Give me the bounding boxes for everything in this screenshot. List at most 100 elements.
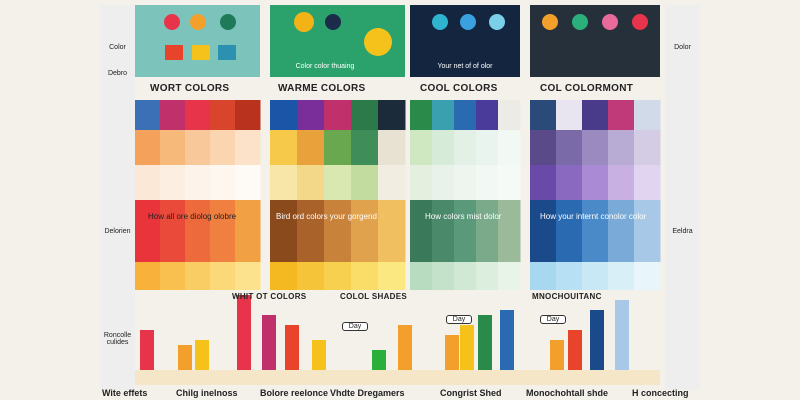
bar xyxy=(372,350,386,370)
note: Bird ord colors your gorgend xyxy=(276,212,377,221)
swatch xyxy=(410,262,433,290)
swatch xyxy=(235,100,261,130)
swatch xyxy=(556,165,583,200)
swatch xyxy=(135,165,161,200)
swatch xyxy=(608,165,635,200)
badge: Day xyxy=(540,315,566,324)
swatch xyxy=(410,200,433,262)
swatch xyxy=(476,262,499,290)
swatch xyxy=(185,165,211,200)
swatch xyxy=(235,262,261,290)
swatch xyxy=(160,200,186,262)
bar xyxy=(312,340,326,370)
swatch xyxy=(634,262,661,290)
swatch xyxy=(378,165,406,200)
swatch xyxy=(270,165,298,200)
sidebar-label: Eeldra xyxy=(672,228,693,235)
swatch xyxy=(160,262,186,290)
swatch xyxy=(185,262,211,290)
swatch xyxy=(210,262,236,290)
swatch xyxy=(135,262,161,290)
swatch xyxy=(297,200,325,262)
swatch xyxy=(530,262,557,290)
swatch xyxy=(160,165,186,200)
swatch xyxy=(210,100,236,130)
swatch xyxy=(378,130,406,165)
footer-label: Wite effets xyxy=(102,388,148,398)
swatch xyxy=(608,100,635,130)
swatch xyxy=(432,130,455,165)
swatch xyxy=(634,165,661,200)
swatch xyxy=(556,130,583,165)
chart-title: MNOCHOUITANC xyxy=(532,292,602,301)
swatch xyxy=(235,130,261,165)
swatch xyxy=(351,165,379,200)
swatch xyxy=(297,262,325,290)
bar xyxy=(398,325,412,370)
swatch xyxy=(270,200,298,262)
swatch xyxy=(556,200,583,262)
bar xyxy=(285,325,299,370)
swatch xyxy=(454,100,477,130)
bar xyxy=(195,340,209,370)
footer-label: H concecting xyxy=(632,388,689,398)
swatch xyxy=(530,165,557,200)
chart-base xyxy=(135,370,660,385)
swatch xyxy=(454,165,477,200)
swatch xyxy=(634,100,661,130)
swatch xyxy=(297,100,325,130)
bar xyxy=(178,345,192,370)
swatch xyxy=(476,165,499,200)
swatch xyxy=(378,200,406,262)
bar xyxy=(550,340,564,370)
swatch xyxy=(608,200,635,262)
sidebar-label: Delorien xyxy=(104,228,131,235)
swatch xyxy=(185,200,211,262)
swatch xyxy=(297,130,325,165)
swatch xyxy=(556,100,583,130)
footer-label: Bolore reelonce xyxy=(260,388,329,398)
chart-title: WHIT OT COLORS xyxy=(232,292,307,301)
swatch xyxy=(185,100,211,130)
swatch xyxy=(210,130,236,165)
swatch xyxy=(324,130,352,165)
swatch xyxy=(378,100,406,130)
swatch xyxy=(476,130,499,165)
bar xyxy=(445,335,459,370)
swatch xyxy=(556,262,583,290)
swatch xyxy=(351,100,379,130)
sidebar-label: Debro xyxy=(107,70,128,77)
swatch xyxy=(498,200,521,262)
footer-label: Chilg inelnoss xyxy=(176,388,238,398)
sidebar-label: Dolor xyxy=(674,44,691,51)
swatch xyxy=(210,165,236,200)
swatch xyxy=(634,130,661,165)
sidebar-label: Roncolle culides xyxy=(103,332,132,346)
swatch xyxy=(432,200,455,262)
swatch xyxy=(498,165,521,200)
swatch xyxy=(351,130,379,165)
section-heading: COOL COLORS xyxy=(420,83,498,94)
footer-label: Vhdte Dregamers xyxy=(330,388,405,398)
swatch xyxy=(410,165,433,200)
note: How colors mist dolor xyxy=(425,212,502,221)
swatch xyxy=(324,200,352,262)
section-heading: WARME COLORS xyxy=(278,83,366,94)
swatch xyxy=(454,130,477,165)
swatch xyxy=(185,130,211,165)
badge: Day xyxy=(446,315,472,324)
right-sidebar xyxy=(665,5,700,390)
bar xyxy=(140,330,154,370)
swatch xyxy=(160,130,186,165)
panel-caption: Your net of of olor xyxy=(437,63,493,70)
swatch xyxy=(432,165,455,200)
swatch xyxy=(530,200,557,262)
bar xyxy=(615,300,629,370)
swatch xyxy=(498,100,521,130)
swatch xyxy=(270,130,298,165)
bar xyxy=(460,325,474,370)
sidebar-label: Color xyxy=(109,44,126,51)
bar xyxy=(590,310,604,370)
bar xyxy=(500,310,514,370)
